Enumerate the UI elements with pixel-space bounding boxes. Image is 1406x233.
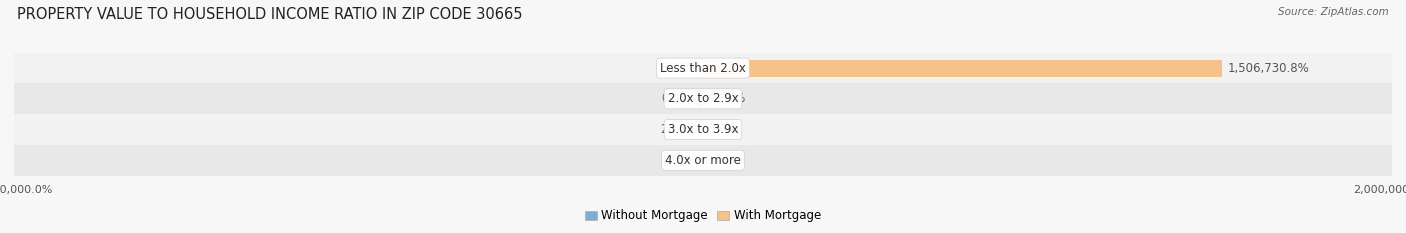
Bar xyxy=(703,152,709,169)
Bar xyxy=(703,60,1222,77)
Text: 4.0x or more: 4.0x or more xyxy=(665,154,741,167)
Text: 3.0x to 3.9x: 3.0x to 3.9x xyxy=(668,123,738,136)
Text: Source: ZipAtlas.com: Source: ZipAtlas.com xyxy=(1278,7,1389,17)
Text: Less than 2.0x: Less than 2.0x xyxy=(659,62,747,75)
Text: 1,506,730.8%: 1,506,730.8% xyxy=(1227,62,1309,75)
Bar xyxy=(697,90,703,107)
Text: 10.2%: 10.2% xyxy=(661,154,697,167)
Bar xyxy=(14,83,1392,114)
Bar xyxy=(14,53,1392,83)
Text: 0.0%: 0.0% xyxy=(714,154,744,167)
Bar xyxy=(14,114,1392,145)
Text: 0.0%: 0.0% xyxy=(662,92,692,105)
Text: 26.5%: 26.5% xyxy=(661,123,697,136)
Text: 92.3%: 92.3% xyxy=(709,92,745,105)
Text: PROPERTY VALUE TO HOUSEHOLD INCOME RATIO IN ZIP CODE 30665: PROPERTY VALUE TO HOUSEHOLD INCOME RATIO… xyxy=(17,7,523,22)
Text: 2.0x to 2.9x: 2.0x to 2.9x xyxy=(668,92,738,105)
Legend: Without Mortgage, With Mortgage: Without Mortgage, With Mortgage xyxy=(581,205,825,227)
Text: 7.7%: 7.7% xyxy=(709,123,738,136)
Text: 53.1%: 53.1% xyxy=(661,62,697,75)
Bar xyxy=(14,145,1392,176)
